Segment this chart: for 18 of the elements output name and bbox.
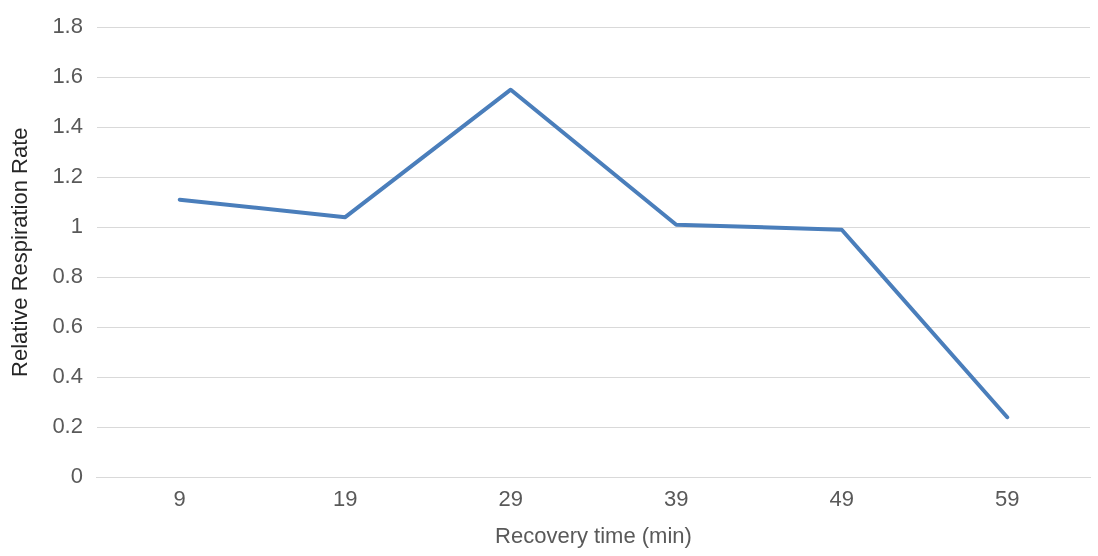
y-tick-label: 1.2 xyxy=(52,163,83,189)
x-tick-label: 29 xyxy=(498,486,523,512)
y-tick-label: 1.6 xyxy=(52,63,83,89)
y-tick-label: 1 xyxy=(70,213,83,239)
x-axis-title: Recovery time (min) xyxy=(495,522,692,548)
y-tick-label: 0.8 xyxy=(52,263,83,289)
x-tick-label: 9 xyxy=(173,486,186,512)
y-tick-label: 0.2 xyxy=(52,413,83,439)
y-tick-label: 0 xyxy=(70,463,83,489)
x-tick-label: 49 xyxy=(829,486,854,512)
y-tick-label: 1.4 xyxy=(52,113,83,139)
x-tick-label: 19 xyxy=(333,486,358,512)
y-tick-label: 0.6 xyxy=(52,313,83,339)
y-axis-title: Relative Respiration Rate xyxy=(7,127,33,377)
y-tick-label: 0.4 xyxy=(52,363,83,389)
x-tick-label: 59 xyxy=(995,486,1020,512)
y-tick-label: 1.8 xyxy=(52,13,83,39)
x-tick-label: 39 xyxy=(664,486,689,512)
